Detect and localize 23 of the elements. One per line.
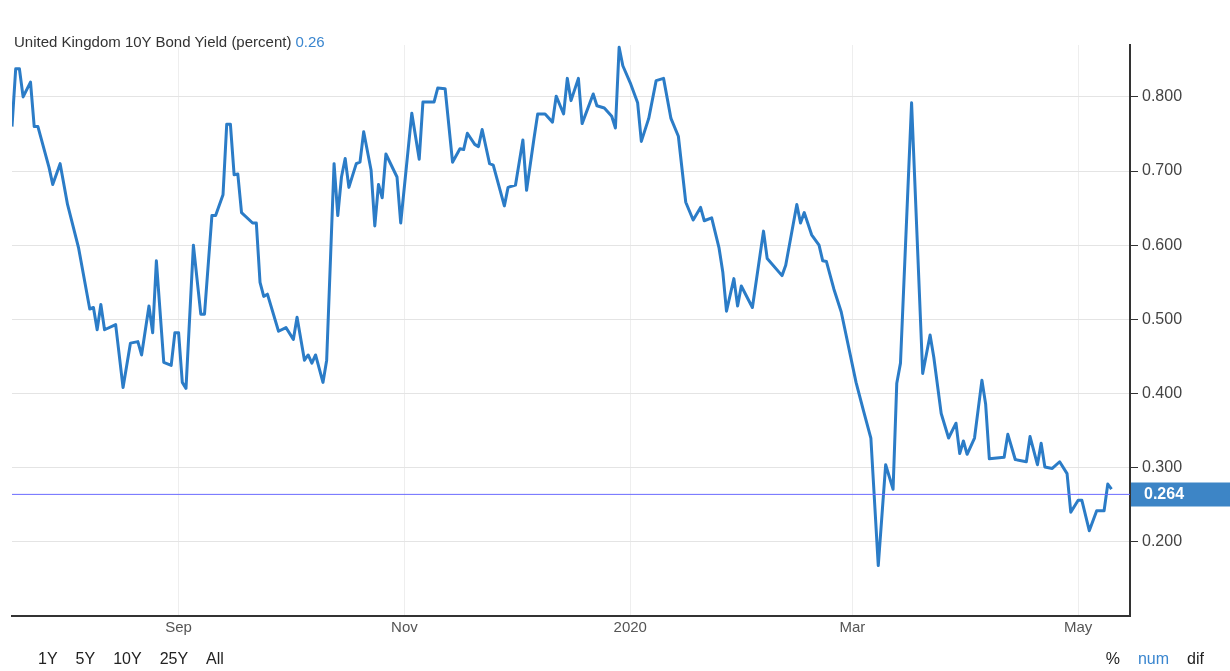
y-tick-label: 0.400	[1142, 383, 1183, 401]
x-tick-label: Sep	[165, 618, 192, 636]
text: All	[206, 650, 224, 668]
text: 10Y	[113, 650, 142, 668]
ref-line-label: 0.264	[1144, 484, 1185, 502]
chart-subtitle: 0.26	[295, 33, 325, 50]
x-tick-label: Mar	[839, 618, 866, 636]
y-tick-label: 0.500	[1142, 309, 1183, 327]
y-tick-label: 0.800	[1142, 87, 1183, 105]
text: num	[1137, 650, 1170, 668]
y-tick-label: 0.300	[1142, 458, 1183, 476]
text: 1Y	[38, 650, 58, 668]
text: 25Y	[159, 650, 189, 668]
x-tick-label: Nov	[391, 618, 419, 636]
x-tick-label: 2020	[613, 618, 647, 636]
y-tick-label: 0.200	[1142, 532, 1183, 550]
text: dif	[1187, 650, 1204, 668]
chart-title: United Kingdom 10Y Bond Yield (percent)	[14, 33, 292, 50]
y-tick-label: 0.600	[1142, 235, 1183, 253]
text: %	[1105, 650, 1120, 668]
y-tick-label: 0.700	[1142, 161, 1183, 179]
text: 5Y	[75, 650, 96, 668]
x-tick-label: May	[1064, 618, 1093, 636]
